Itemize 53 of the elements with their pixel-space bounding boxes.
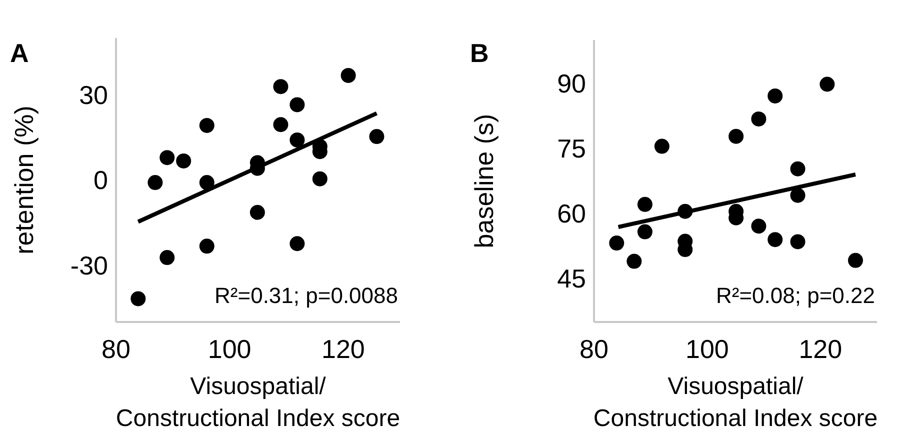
point (273, 117, 288, 132)
x-tick-label: 80 (580, 334, 608, 364)
point (790, 161, 806, 176)
x-axis-title: Visuospatial/ Constructional Index score (116, 373, 400, 432)
point (728, 128, 744, 144)
point (273, 79, 288, 94)
y-tick-label: 90 (557, 68, 586, 98)
point (790, 188, 806, 203)
point (199, 238, 214, 254)
point (250, 204, 265, 220)
y-axis-title: baseline (s) (469, 114, 499, 248)
y-tick-label: 45 (557, 264, 586, 294)
point (790, 234, 806, 250)
point (820, 76, 835, 92)
point (290, 97, 305, 112)
point (290, 236, 305, 252)
x-tick-label: 120 (798, 334, 842, 364)
y-tick-label: -30 (70, 250, 108, 280)
point (312, 171, 328, 186)
y-tick-label: 30 (79, 80, 108, 110)
y-tick-label: 60 (557, 198, 586, 229)
point (199, 175, 214, 190)
point (637, 196, 652, 212)
chart-title: B (470, 38, 489, 68)
point (290, 132, 305, 148)
point (751, 218, 766, 234)
annotation: R²=0.08; p=0.22 (716, 283, 875, 308)
point (609, 236, 624, 251)
y-tick-label: 0 (94, 165, 108, 196)
point (751, 111, 766, 126)
point (369, 129, 384, 144)
point (654, 138, 670, 154)
x-tick-label: 120 (322, 334, 365, 364)
x-tick-label: 100 (208, 334, 252, 364)
point (160, 150, 175, 166)
x-axis-title: Visuospatial/ Constructional Index score (593, 373, 878, 432)
point (148, 175, 163, 190)
point (637, 224, 652, 240)
y-tick-label: 75 (557, 134, 586, 164)
point (848, 252, 863, 268)
chart-title: A (10, 38, 29, 68)
point (130, 291, 146, 306)
point (160, 250, 175, 266)
point (176, 153, 192, 168)
point (199, 118, 214, 133)
annotation: R²=0.31; p=0.0088 (214, 283, 398, 308)
point (626, 254, 642, 269)
point (768, 88, 783, 104)
point (340, 68, 356, 83)
point (768, 232, 783, 248)
y-axis-title: retention (%) (9, 106, 39, 254)
x-tick-label: 100 (686, 334, 729, 364)
x-tick-label: 80 (102, 334, 130, 364)
